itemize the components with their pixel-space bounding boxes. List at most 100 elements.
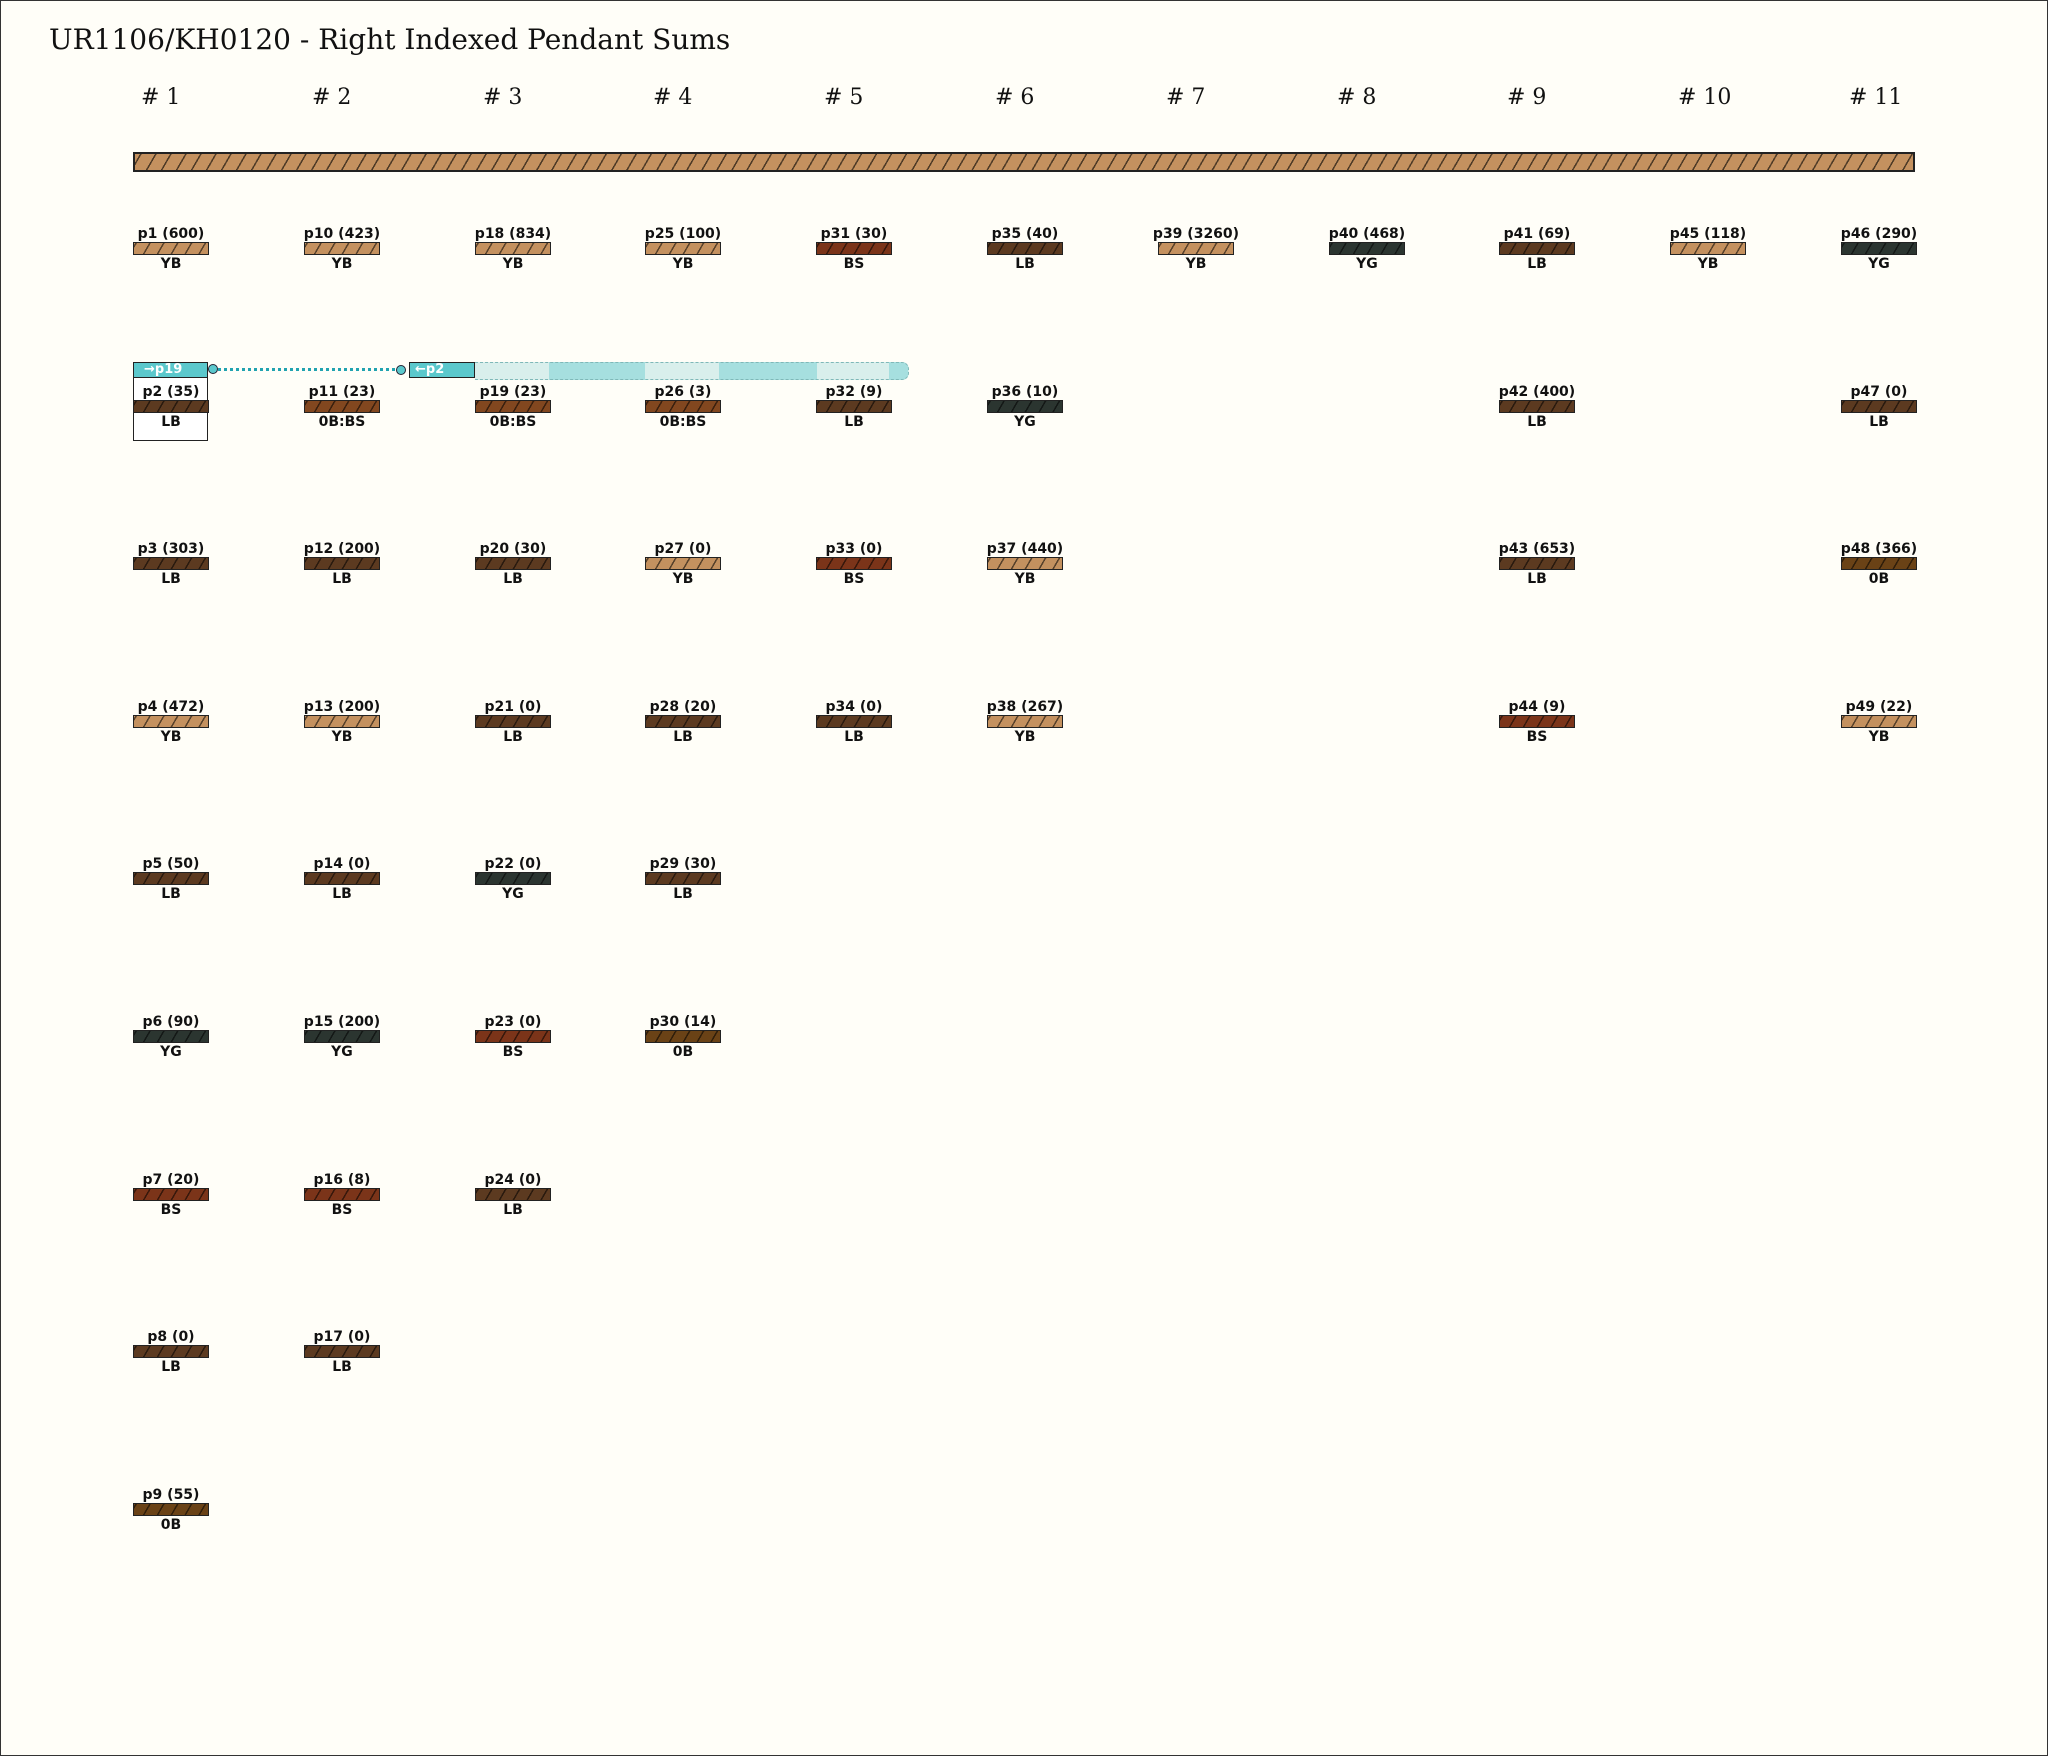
pendant[interactable]: p44 (9) BS: [1499, 699, 1575, 746]
pendant[interactable]: p31 (30) BS: [816, 226, 892, 273]
pendant-cord: [1499, 557, 1575, 570]
pendant[interactable]: p4 (472) YB: [133, 699, 209, 746]
pendant[interactable]: p47 (0) LB: [1841, 384, 1917, 431]
pendant-color-code: YG: [1868, 256, 1890, 272]
pendant-color-code: 0B:BS: [659, 414, 707, 430]
pendant-label: p38 (267): [986, 699, 1064, 715]
pendant-label: p3 (303): [137, 541, 205, 557]
pendant[interactable]: p16 (8) BS: [304, 1172, 380, 1219]
pendant[interactable]: p30 (14) 0B: [645, 1014, 721, 1061]
pendant[interactable]: p26 (3) 0B:BS: [645, 384, 721, 431]
pendant-label: p14 (0): [313, 856, 371, 872]
pendant[interactable]: p29 (30) LB: [645, 856, 721, 903]
pendant[interactable]: p28 (20) LB: [645, 699, 721, 746]
pendant[interactable]: p25 (100) YB: [645, 226, 721, 273]
pendant-color-code: 0B: [160, 1517, 182, 1533]
pendant[interactable]: p40 (468) YG: [1329, 226, 1405, 273]
pendant[interactable]: p19 (23) 0B:BS: [475, 384, 551, 431]
pendant-label: p25 (100): [644, 226, 722, 242]
pendant[interactable]: p23 (0) BS: [475, 1014, 551, 1061]
column-header: # 11: [1849, 85, 1903, 110]
pendant[interactable]: p11 (23) 0B:BS: [304, 384, 380, 431]
pendant[interactable]: p6 (90) YG: [133, 1014, 209, 1061]
pendant-color-code: LB: [161, 571, 181, 587]
pendant[interactable]: p35 (40) LB: [987, 226, 1063, 273]
pendant[interactable]: p32 (9) LB: [816, 384, 892, 431]
pendant-label: p16 (8): [313, 1172, 371, 1188]
pendant[interactable]: p49 (22) YB: [1841, 699, 1917, 746]
pendant-label: p49 (22): [1845, 699, 1913, 715]
pendant-color-code: 0B: [1868, 571, 1890, 587]
pendant-label: p5 (50): [142, 856, 200, 872]
column-header: # 10: [1678, 85, 1732, 110]
pendant[interactable]: p20 (30) LB: [475, 541, 551, 588]
column-header: # 2: [312, 85, 352, 110]
pendant-color-code: YB: [1185, 256, 1207, 272]
pendant-cord: [645, 557, 721, 570]
pendant[interactable]: p43 (653) LB: [1499, 541, 1575, 588]
pendant[interactable]: p48 (366) 0B: [1841, 541, 1917, 588]
pendant-label: p23 (0): [484, 1014, 542, 1030]
pendant[interactable]: p34 (0) LB: [816, 699, 892, 746]
pendant[interactable]: p5 (50) LB: [133, 856, 209, 903]
pendant-color-code: LB: [161, 1359, 181, 1375]
pendant[interactable]: p12 (200) LB: [304, 541, 380, 588]
page-title: UR1106/KH0120 - Right Indexed Pendant Su…: [49, 23, 731, 56]
pendant-label: p12 (200): [303, 541, 381, 557]
pendant-label: p31 (30): [820, 226, 888, 242]
pendant[interactable]: p41 (69) LB: [1499, 226, 1575, 273]
pendant[interactable]: p10 (423) YB: [304, 226, 380, 273]
pendant[interactable]: p24 (0) LB: [475, 1172, 551, 1219]
link-end-dot-icon: [396, 365, 406, 375]
pendant[interactable]: p2 (35) LB: [133, 384, 209, 431]
pendant-cord: [133, 242, 209, 255]
pendant[interactable]: p42 (400) LB: [1499, 384, 1575, 431]
pendant-label: p29 (30): [649, 856, 717, 872]
pendant-color-code: LB: [844, 414, 864, 430]
pendant[interactable]: p14 (0) LB: [304, 856, 380, 903]
pendant-color-code: YB: [672, 256, 694, 272]
pendant-label: p7 (20): [142, 1172, 200, 1188]
pendant-color-code: YG: [160, 1044, 182, 1060]
pendant-label: p15 (200): [303, 1014, 381, 1030]
link-tag-to-p2[interactable]: ←p2: [409, 362, 475, 378]
link-tag-to-p19[interactable]: →p19: [133, 362, 208, 378]
pendant[interactable]: p39 (3260) YB: [1153, 226, 1239, 273]
pendant-cord: [133, 1345, 209, 1358]
pendant[interactable]: p36 (10) YG: [987, 384, 1063, 431]
pendant[interactable]: p17 (0) LB: [304, 1329, 380, 1376]
pendant[interactable]: p33 (0) BS: [816, 541, 892, 588]
pendant[interactable]: p9 (55) 0B: [133, 1487, 209, 1534]
pendant-cord: [304, 1345, 380, 1358]
pendant-cord: [133, 1503, 209, 1516]
pendant-label: p44 (9): [1508, 699, 1566, 715]
pendant-label: p46 (290): [1840, 226, 1918, 242]
pendant[interactable]: p7 (20) BS: [133, 1172, 209, 1219]
pendant-color-code: LB: [1015, 256, 1035, 272]
pendant[interactable]: p18 (834) YB: [475, 226, 551, 273]
pendant[interactable]: p45 (118) YB: [1670, 226, 1746, 273]
pendant[interactable]: p22 (0) YG: [475, 856, 551, 903]
column-header: # 8: [1337, 85, 1377, 110]
pendant-cord: [645, 872, 721, 885]
pendant-cord: [987, 242, 1063, 255]
pendant-cord: [816, 400, 892, 413]
pendant[interactable]: p8 (0) LB: [133, 1329, 209, 1376]
pendant[interactable]: p38 (267) YB: [987, 699, 1063, 746]
pendant[interactable]: p21 (0) LB: [475, 699, 551, 746]
link-start-dot-icon: [208, 364, 218, 374]
pendant-label: p41 (69): [1503, 226, 1571, 242]
pendant-color-code: BS: [843, 571, 865, 587]
pendant[interactable]: p15 (200) YG: [304, 1014, 380, 1061]
pendant[interactable]: p3 (303) LB: [133, 541, 209, 588]
pendant[interactable]: p46 (290) YG: [1841, 226, 1917, 273]
pendant-cord: [645, 715, 721, 728]
pendant-cord: [133, 400, 209, 413]
pendant[interactable]: p13 (200) YB: [304, 699, 380, 746]
pendant-label: p19 (23): [479, 384, 547, 400]
pendant-label: p39 (3260): [1152, 226, 1240, 242]
pendant[interactable]: p37 (440) YB: [987, 541, 1063, 588]
column-header: # 5: [824, 85, 864, 110]
pendant[interactable]: p1 (600) YB: [133, 226, 209, 273]
pendant[interactable]: p27 (0) YB: [645, 541, 721, 588]
